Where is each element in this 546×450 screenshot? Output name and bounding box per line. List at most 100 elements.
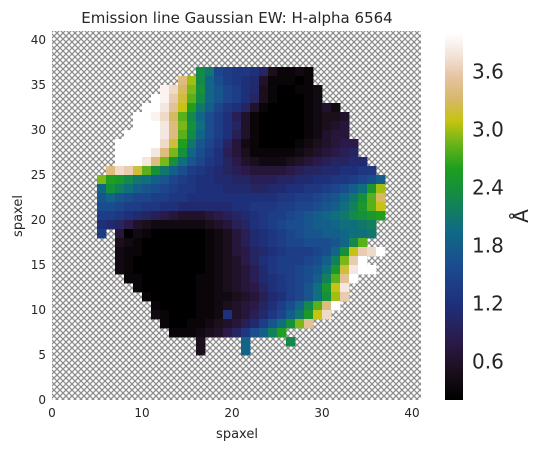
heatmap-cell xyxy=(340,193,350,203)
heatmap-cell xyxy=(169,256,179,266)
heatmap-cell xyxy=(196,310,206,320)
heatmap-cell xyxy=(250,247,260,257)
heatmap-cell xyxy=(331,148,341,158)
heatmap-cell xyxy=(214,238,224,248)
heatmap-cell xyxy=(178,139,188,149)
heatmap-cell xyxy=(151,148,161,158)
heatmap-cell xyxy=(286,292,296,302)
heatmap-cell xyxy=(250,265,260,275)
heatmap-cell xyxy=(277,211,287,221)
heatmap-cell xyxy=(232,292,242,302)
heatmap-cell xyxy=(160,319,170,329)
heatmap-cell xyxy=(349,157,359,167)
heatmap-cell xyxy=(304,211,314,221)
heatmap-cell xyxy=(160,310,170,320)
heatmap-cell xyxy=(214,67,224,77)
heatmap-cell xyxy=(205,265,215,275)
heatmap-cell xyxy=(286,238,296,248)
heatmap-cell xyxy=(142,130,152,140)
heatmap-cell xyxy=(205,292,215,302)
heatmap-cell xyxy=(178,274,188,284)
heatmap-cell xyxy=(205,283,215,293)
heatmap-cell xyxy=(286,310,296,320)
heatmap-cell xyxy=(349,274,359,284)
heatmap-cell xyxy=(304,166,314,176)
heatmap-cell xyxy=(340,175,350,185)
heatmap-cells xyxy=(97,67,386,356)
heatmap-cell xyxy=(331,139,341,149)
heatmap-cell xyxy=(97,202,107,212)
heatmap-cell xyxy=(277,256,287,266)
heatmap-cell xyxy=(358,265,368,275)
heatmap-cell xyxy=(259,157,269,167)
heatmap-cell xyxy=(160,193,170,203)
heatmap-cell xyxy=(232,301,242,311)
heatmap-cell xyxy=(358,256,368,266)
heatmap-cell xyxy=(349,193,359,203)
heatmap-cell xyxy=(232,283,242,293)
heatmap-cell xyxy=(160,265,170,275)
heatmap-cell xyxy=(142,112,152,122)
heatmap-cell xyxy=(313,247,323,257)
heatmap-cell xyxy=(169,130,179,140)
heatmap-cell xyxy=(349,238,359,248)
heatmap-cell xyxy=(304,202,314,212)
heatmap-cell xyxy=(259,247,269,257)
heatmap-cell xyxy=(340,112,350,122)
heatmap-cell xyxy=(169,193,179,203)
colorbar-tick-label: 1.8 xyxy=(472,233,504,257)
heatmap-cell xyxy=(187,121,197,131)
heatmap-cell xyxy=(187,274,197,284)
heatmap-cell xyxy=(169,238,179,248)
heatmap-cell xyxy=(277,328,287,338)
heatmap-cell xyxy=(196,265,206,275)
heatmap-cell xyxy=(268,193,278,203)
heatmap-cell xyxy=(241,211,251,221)
heatmap-cell xyxy=(124,175,134,185)
heatmap-cell xyxy=(268,157,278,167)
heatmap-cell xyxy=(295,238,305,248)
heatmap-cell xyxy=(160,292,170,302)
heatmap-cell xyxy=(232,202,242,212)
heatmap-cell xyxy=(178,229,188,239)
heatmap-cell xyxy=(169,112,179,122)
heatmap-cell xyxy=(376,175,386,185)
heatmap-cell xyxy=(286,166,296,176)
heatmap-cell xyxy=(277,319,287,329)
heatmap-cell xyxy=(250,193,260,203)
heatmap-cell xyxy=(187,139,197,149)
heatmap-cell xyxy=(115,139,125,149)
heatmap-cell xyxy=(196,157,206,167)
heatmap-cell xyxy=(160,274,170,284)
heatmap-cell xyxy=(169,103,179,113)
heatmap-cell xyxy=(142,184,152,194)
heatmap-cell xyxy=(295,229,305,239)
heatmap-cell xyxy=(286,265,296,275)
heatmap-cell xyxy=(160,202,170,212)
heatmap-cell xyxy=(205,229,215,239)
heatmap-cell xyxy=(259,202,269,212)
heatmap-cell xyxy=(196,67,206,77)
heatmap-cell xyxy=(277,94,287,104)
heatmap-cell xyxy=(232,256,242,266)
heatmap-cell xyxy=(160,139,170,149)
heatmap-cell xyxy=(232,211,242,221)
heatmap-cell xyxy=(367,166,377,176)
heatmap-cell xyxy=(142,121,152,131)
heatmap-cell xyxy=(178,175,188,185)
heatmap-cell xyxy=(133,130,143,140)
heatmap-cell xyxy=(250,121,260,131)
heatmap-cell xyxy=(358,247,368,257)
heatmap-cell xyxy=(313,193,323,203)
heatmap-cell xyxy=(151,220,161,230)
heatmap-cell xyxy=(232,193,242,203)
heatmap-cell xyxy=(286,256,296,266)
heatmap-cell xyxy=(250,130,260,140)
heatmap-cell xyxy=(322,193,332,203)
heatmap-cell xyxy=(286,193,296,203)
heatmap-cell xyxy=(241,310,251,320)
heatmap-cell xyxy=(313,121,323,131)
heatmap-cell xyxy=(223,67,233,77)
heatmap-cell xyxy=(133,211,143,221)
heatmap-cell xyxy=(214,193,224,203)
